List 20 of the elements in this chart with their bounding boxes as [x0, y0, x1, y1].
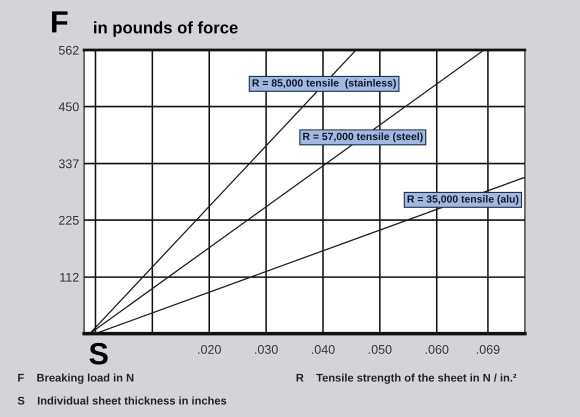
y-tick-label: 450 [58, 102, 79, 112]
text: F Breaking load in N [18, 374, 134, 384]
y-tick-label: 337 [58, 159, 79, 168]
annotation: R = 85,000 tensile (stainless) [252, 78, 396, 89]
chart-title: in pounds of force [94, 21, 238, 37]
x-tick-label: .020 [198, 345, 221, 354]
x-tick-label: .060 [426, 345, 448, 354]
annotation: R = 35,000 tensile (alu) [408, 195, 518, 205]
y-axis-title: F [52, 11, 68, 32]
text: R Tensile strength of the sheet in N / in.² [296, 374, 516, 384]
y-tick-label: 225 [59, 216, 79, 225]
x-tick-label: .050 [368, 345, 392, 354]
x-axis-title: S [89, 342, 108, 365]
x-tick-label: .040 [312, 345, 335, 354]
y-tick-label: 562 [58, 46, 79, 55]
x-tick-label: .030 [255, 345, 278, 354]
y-tick-label: 112 [60, 272, 79, 282]
text: S Individual sheet thickness in inches [18, 396, 226, 405]
annotation: R = 57,000 tensile (steel) [303, 132, 423, 142]
x-tick-label: .069 [476, 345, 500, 354]
